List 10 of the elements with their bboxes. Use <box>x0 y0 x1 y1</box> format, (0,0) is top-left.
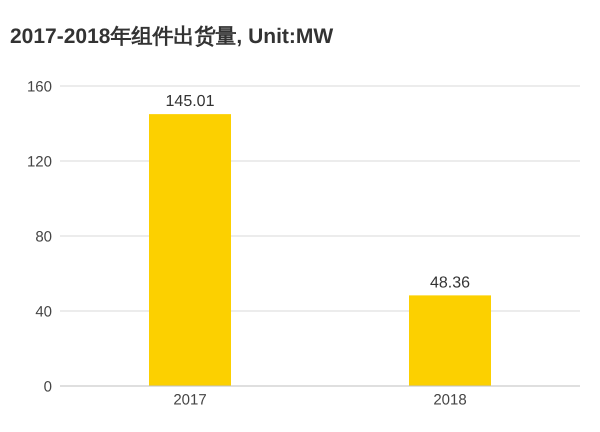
chart-title: 2017-2018年组件出货量, Unit:MW <box>9 24 334 50</box>
y-tick-label: 0 <box>44 378 52 396</box>
data-label: 145.01 <box>166 93 215 110</box>
y-tick-label: 80 <box>35 228 52 246</box>
data-label: 48.36 <box>430 274 470 292</box>
y-tick-label: 160 <box>26 78 52 96</box>
y-tick-label: 120 <box>26 153 52 170</box>
x-tick-label: 2017 <box>173 392 207 409</box>
y-tick-label: 40 <box>35 303 52 320</box>
x-tick-label: 2018 <box>433 392 467 409</box>
